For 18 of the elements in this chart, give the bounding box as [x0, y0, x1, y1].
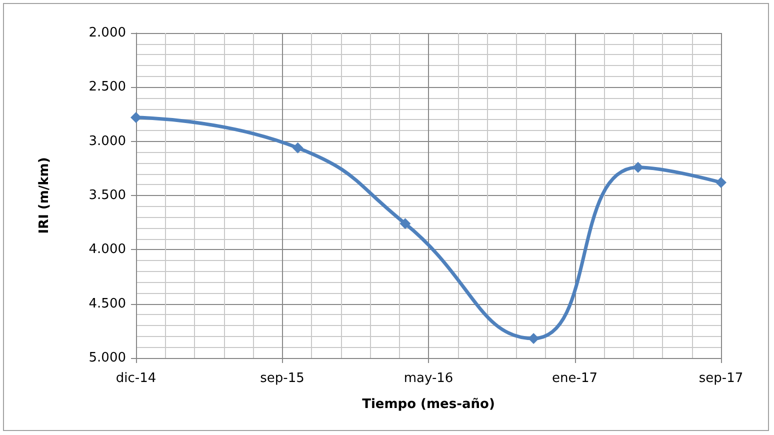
- y-tick-label: 2.000: [88, 26, 126, 40]
- y-tick-label: 2.500: [88, 80, 126, 95]
- point: [716, 177, 726, 188]
- point: [292, 142, 304, 154]
- y-tick-label: 4.000: [88, 242, 126, 258]
- x-tick-label: dic-14: [116, 371, 156, 386]
- point: [400, 218, 411, 230]
- y-tick-label: 3.000: [88, 134, 126, 149]
- x-tick-label: sep-15: [260, 371, 304, 386]
- y-tick-label: 4.500: [88, 296, 126, 312]
- x-axis-title: Tiempo (mes-año): [362, 397, 495, 412]
- x-tick-label: sep-17: [698, 371, 744, 386]
- y-tick-label: 5.000: [88, 350, 126, 366]
- y-axis-title: IRI (m/km): [37, 157, 52, 234]
- x-tick-label: may-16: [404, 371, 454, 386]
- x-tick-label: ene-17: [552, 371, 598, 386]
- y-tick-label: 3.500: [88, 188, 126, 203]
- point: [130, 112, 142, 123]
